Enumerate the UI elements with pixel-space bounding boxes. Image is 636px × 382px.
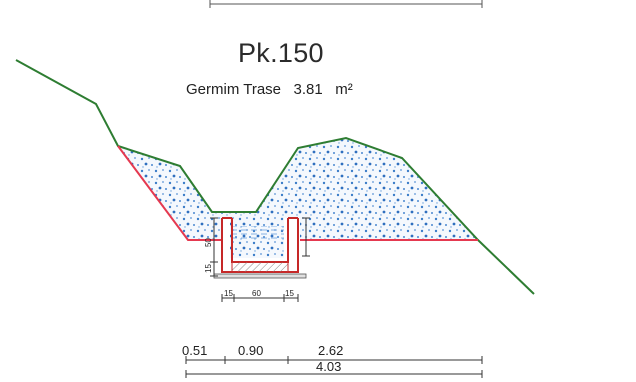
area-value: 3.81 bbox=[293, 81, 323, 98]
dim-seg2: 0.90 bbox=[238, 343, 263, 358]
dim-total: 4.03 bbox=[316, 359, 341, 374]
dim-seg1: 0.51 bbox=[182, 343, 207, 358]
terrain-line bbox=[15, 59, 535, 295]
channel-horizontal-dims: 15 60 15 bbox=[221, 289, 299, 302]
dim-side-lower: 15 bbox=[204, 264, 213, 273]
dim-seg3: 2.62 bbox=[318, 343, 343, 358]
channel-vertical-dims: 50 15 bbox=[204, 217, 310, 277]
station-title: Pk.150 bbox=[238, 38, 324, 68]
area-label: Germim Trase bbox=[186, 81, 282, 98]
top-dimension-remnant bbox=[209, 0, 483, 8]
dim-right-wall: 15 bbox=[285, 289, 294, 298]
dim-side-upper: 50 bbox=[204, 238, 213, 247]
excavation-fill-area bbox=[118, 138, 478, 258]
area-line: Germim Trase 3.81 m² bbox=[186, 81, 353, 98]
bottom-dimensions: 0.51 0.90 2.62 4.03 bbox=[182, 343, 483, 378]
dim-channel-width: 60 bbox=[252, 289, 261, 298]
u-channel bbox=[213, 217, 307, 279]
excavation-line bbox=[117, 145, 222, 241]
area-unit: m² bbox=[335, 81, 353, 98]
dim-left-wall: 15 bbox=[224, 289, 233, 298]
channel-water bbox=[232, 226, 284, 240]
